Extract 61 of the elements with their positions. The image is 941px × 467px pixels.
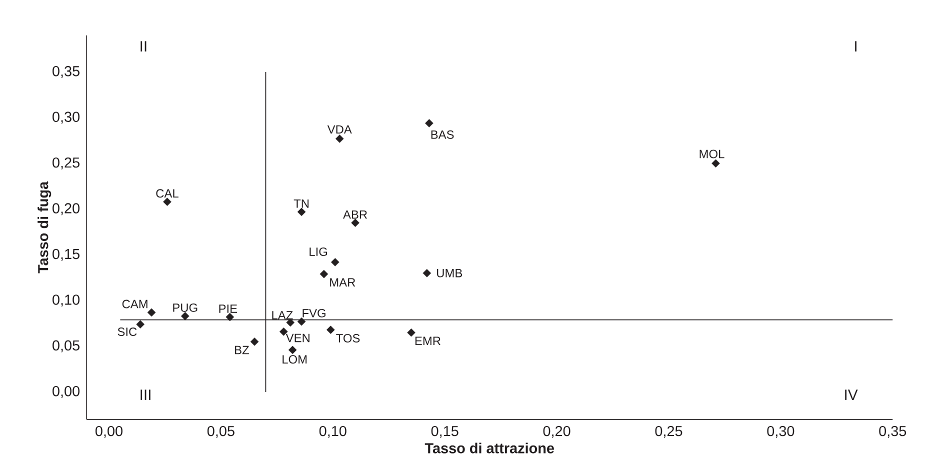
x-tick-label: 0,05 — [207, 426, 234, 438]
point — [163, 198, 172, 206]
x-tick-label: 0,10 — [319, 426, 346, 438]
y-tick-label: 0,20 — [52, 203, 80, 216]
annotation: PUG — [173, 303, 198, 312]
annotation: BZ — [235, 346, 249, 354]
annotation: I — [855, 41, 856, 52]
annotation: LOM — [282, 355, 307, 364]
annotation: LAZ — [272, 311, 293, 320]
annotation: II — [140, 41, 146, 52]
point — [335, 134, 344, 143]
annotation: MOL — [700, 150, 724, 158]
y-tick-label: 0,15 — [52, 248, 80, 261]
point — [297, 317, 306, 326]
annotation: PIE — [219, 304, 238, 313]
y-tick-label: 0,35 — [52, 66, 80, 78]
annotation: III — [140, 390, 150, 400]
annotation: EMR — [415, 336, 440, 345]
point — [180, 312, 190, 320]
x-tick-label: 0,30 — [767, 426, 794, 438]
point — [422, 268, 432, 278]
annotation: MAR — [330, 278, 356, 286]
annotation: ABR — [343, 210, 368, 219]
point — [288, 346, 297, 354]
annotation: BAS — [431, 130, 454, 139]
y-tick-label: 0,10 — [52, 294, 80, 307]
annotation: CAM — [122, 300, 148, 308]
annotation: SIC — [118, 328, 137, 336]
x-tick-label: 0,20 — [543, 426, 570, 438]
point — [250, 338, 259, 346]
annotation: FVG — [302, 308, 326, 318]
annotation: VDA — [327, 125, 352, 134]
point — [326, 326, 335, 334]
y-tick-label: 0,00 — [52, 386, 80, 398]
x-tick-label: 0,25 — [655, 426, 682, 438]
point — [320, 270, 328, 278]
x-tick-label: 0,15 — [431, 426, 458, 438]
point — [330, 258, 340, 266]
annotation: CAL — [156, 189, 178, 198]
point — [136, 320, 144, 328]
point — [425, 119, 434, 128]
annotation: UMB — [437, 268, 462, 278]
annotation: VEN — [286, 334, 310, 342]
y-tick-label: 0,30 — [52, 112, 80, 124]
annotation: TN — [294, 199, 309, 208]
point — [226, 312, 234, 322]
x-axis-title: Tasso di attrazione — [424, 442, 554, 454]
annotation: IV — [845, 390, 858, 400]
x-tick-label: 0,35 — [879, 426, 906, 438]
point — [279, 328, 288, 336]
annotation: TOS — [336, 334, 360, 342]
annotation: LIG — [310, 248, 328, 256]
point — [407, 328, 416, 337]
x-tick-label: 0,00 — [96, 426, 122, 438]
point — [297, 208, 306, 216]
y-tick-label: 0,25 — [52, 157, 80, 170]
point — [351, 218, 360, 227]
point — [147, 308, 156, 317]
y-tick-label: 0,05 — [52, 340, 80, 352]
point — [712, 159, 720, 168]
y-axis-title: Tasso di fuga — [38, 181, 52, 274]
